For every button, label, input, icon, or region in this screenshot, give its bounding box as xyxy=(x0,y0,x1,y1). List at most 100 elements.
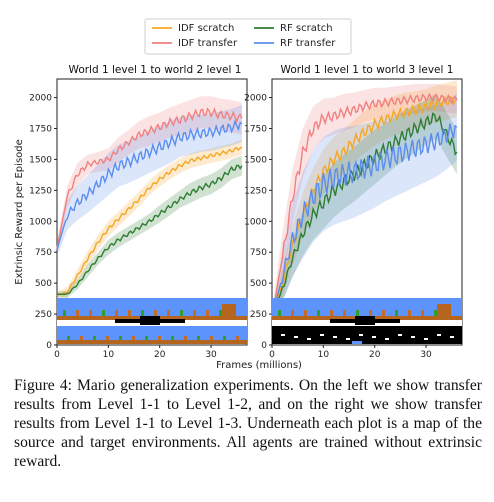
left-map-block xyxy=(115,310,118,316)
right-level-map xyxy=(272,298,462,344)
right-map-block xyxy=(356,310,359,316)
legend-box xyxy=(144,18,352,55)
right-xtick-label: 20 xyxy=(369,350,381,360)
right-ytick-label: 500 xyxy=(250,279,267,289)
left-line-rf-transfer xyxy=(56,119,243,250)
right-map-block xyxy=(421,310,424,316)
left-ytick-label: 1750 xyxy=(29,124,52,134)
left-map-block xyxy=(67,336,70,340)
right-map-platform xyxy=(320,334,324,336)
left-map-block xyxy=(128,310,131,316)
right-map-block xyxy=(278,310,281,316)
figure-caption: Figure 4: Mario generalization experimen… xyxy=(14,377,482,470)
left-map-block xyxy=(154,310,157,316)
right-map-platform xyxy=(411,336,415,338)
right-map-platform xyxy=(437,334,441,336)
right-map-platform xyxy=(333,336,337,338)
right-panel-title: World 1 level 1 to world 3 level 1 xyxy=(281,64,454,76)
right-map-bar-center xyxy=(355,316,375,325)
left-xtick-label: 30 xyxy=(205,350,217,360)
right-map-platform xyxy=(359,334,363,336)
right-map-platform xyxy=(307,338,311,340)
right-xtick-label: 10 xyxy=(318,350,330,360)
right-panel: World 1 level 1 to world 3 level 1 0 250 5… xyxy=(244,64,463,360)
right-map-block xyxy=(343,310,346,316)
right-ytick-label: 2000 xyxy=(244,94,267,104)
right-map-castle xyxy=(437,304,451,316)
right-map-block xyxy=(395,310,398,316)
right-map-platform xyxy=(294,336,298,338)
x-axis-label: Frames (millions) xyxy=(216,360,302,371)
right-map-platform xyxy=(372,336,376,338)
right-plot-frame xyxy=(271,78,463,346)
right-line-rf-scratch xyxy=(271,112,458,317)
left-map-block xyxy=(167,310,170,316)
right-map-block xyxy=(434,310,437,316)
left-map-block xyxy=(184,336,187,340)
right-map-platform xyxy=(398,334,402,336)
right-map-platform xyxy=(385,338,389,340)
left-ytick-label: 1250 xyxy=(29,186,52,196)
right-map-block xyxy=(382,310,385,316)
right-map-platform xyxy=(424,338,428,340)
right-ytick-label: 250 xyxy=(250,310,267,320)
left-xtick-label: 10 xyxy=(103,350,115,360)
right-map-target-night xyxy=(272,326,462,344)
right-ytick-label: 1000 xyxy=(244,217,267,227)
left-map-block xyxy=(210,336,213,340)
left-band-rf-transfer xyxy=(57,105,242,258)
left-ytick-label: 2000 xyxy=(29,94,52,104)
left-map-block xyxy=(236,336,239,340)
legend-label: IDF scratch xyxy=(178,23,234,34)
right-ytick-label: 1500 xyxy=(244,155,267,165)
right-line-rf-transfer xyxy=(271,123,458,317)
left-ytick-label: 750 xyxy=(35,248,52,258)
right-map-block xyxy=(317,310,320,316)
left-map-block xyxy=(132,336,135,340)
left-map-block xyxy=(180,310,183,316)
left-ytick-label: 0 xyxy=(46,341,52,351)
left-map-block xyxy=(76,310,79,316)
right-xtick-label: 30 xyxy=(420,350,432,360)
legend-label: IDF transfer xyxy=(178,38,238,49)
legend-label: RF scratch xyxy=(280,23,333,34)
left-line-idf-transfer xyxy=(56,107,243,249)
left-map-block xyxy=(206,310,209,316)
left-xtick-label: 20 xyxy=(154,350,166,360)
left-line-idf-scratch xyxy=(56,146,243,297)
right-map-water xyxy=(352,341,362,344)
right-map-platform xyxy=(450,336,454,338)
right-ytick-label: 750 xyxy=(250,248,267,258)
left-map-block xyxy=(102,310,105,316)
left-map-castle xyxy=(222,304,236,316)
right-map-block xyxy=(291,310,294,316)
left-map-block xyxy=(106,336,109,340)
left-map-source-sky xyxy=(57,298,247,317)
left-map-block xyxy=(119,336,122,340)
left-map-block xyxy=(197,336,200,340)
right-map-block xyxy=(304,310,307,316)
right-band-idf-transfer xyxy=(272,83,457,323)
left-map-block xyxy=(63,310,66,316)
left-map-target-ground xyxy=(57,340,247,344)
right-band-rf-transfer xyxy=(272,93,457,322)
right-map-platform xyxy=(281,334,285,336)
left-panel-title: World 1 level 1 to world 2 level 1 xyxy=(69,64,242,76)
left-ytick-label: 1000 xyxy=(29,217,52,227)
right-line-idf-transfer xyxy=(271,92,458,317)
right-ytick-label: 1750 xyxy=(244,124,267,134)
left-xtick-label: 0 xyxy=(54,350,60,360)
left-map-block xyxy=(223,336,226,340)
right-map-block xyxy=(408,310,411,316)
left-map-block xyxy=(89,310,92,316)
right-ytick-label: 1250 xyxy=(244,186,267,196)
left-map-block xyxy=(219,310,222,316)
right-ytick-label: 0 xyxy=(261,341,267,351)
right-map-block xyxy=(369,310,372,316)
legend: IDF scratch RF scratch IDF transfer RF tran… xyxy=(144,18,352,55)
legend-label: RF transfer xyxy=(280,38,336,49)
left-map-block xyxy=(80,336,83,340)
left-panel: World 1 level 1 to world 2 level 1 0 250 5… xyxy=(29,64,248,360)
left-band-idf-scratch xyxy=(57,139,242,300)
